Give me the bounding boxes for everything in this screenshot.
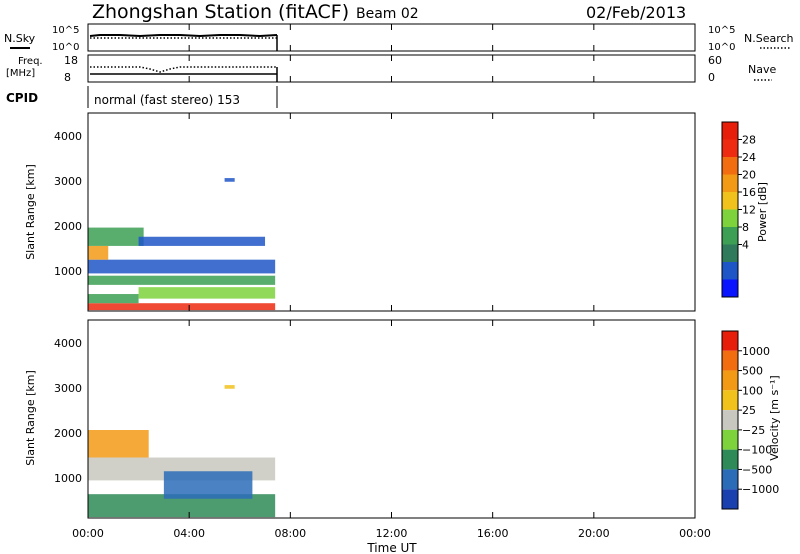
colorbar-tick-label: −1000 — [742, 483, 779, 496]
cpid-text: normal (fast stereo) 153 — [94, 93, 240, 107]
colorbar-segment — [722, 192, 738, 210]
heatmap-cell — [224, 178, 235, 182]
nave-tick-top: 60 — [708, 54, 722, 67]
heatmap-cell — [88, 245, 109, 260]
velocity-ytick-1000: 1000 — [54, 472, 82, 485]
velocity-ytick-4000: 4000 — [54, 337, 82, 350]
colorbar-segment — [722, 370, 738, 391]
power-ytick-4000: 4000 — [54, 130, 82, 143]
colorbar-tick-label: 12 — [742, 204, 756, 217]
power-heatmap — [88, 178, 276, 311]
heatmap-cell — [88, 494, 276, 518]
power-panel: Slant Range [km] 4000 3000 2000 1000 282… — [24, 112, 769, 312]
nsky-panel: N.Sky 10^5 10^0 10^5 10^0 N.Search — [4, 23, 794, 53]
time-axis: 00:00 04:00 08:00 12:00 16:00 20:00 00:00 — [72, 24, 711, 540]
heatmap-cell — [138, 236, 266, 246]
colorbar-segment — [722, 262, 738, 280]
colorbar-tick-label: −500 — [742, 463, 772, 476]
x-tick-label: 08:00 — [274, 527, 306, 540]
x-tick-label: 20:00 — [578, 527, 610, 540]
heatmap-cell — [88, 294, 139, 304]
nsearch-tick-bottom: 10^0 — [708, 42, 735, 53]
colorbar-segment — [722, 469, 738, 490]
nsky-tick-top: 10^5 — [52, 25, 79, 36]
colorbar-segment — [722, 244, 738, 262]
heatmap-cell — [88, 275, 276, 285]
power-ytick-3000: 3000 — [54, 175, 82, 188]
nave-tick-bottom: 0 — [708, 71, 715, 84]
beam-label: Beam 02 — [356, 6, 419, 22]
colorbar-segment — [722, 122, 738, 140]
power-ytick-2000: 2000 — [54, 220, 82, 233]
colorbar-segment — [722, 209, 738, 227]
colorbar-tick-label: 100 — [742, 384, 763, 397]
heatmap-cell — [88, 430, 149, 458]
power-ylabel: Slant Range [km] — [24, 164, 37, 260]
freq-unit-label: [MHz] — [6, 68, 35, 79]
colorbar-segment — [722, 157, 738, 175]
nsky-label: N.Sky — [4, 32, 36, 45]
nsearch-tick-top: 10^5 — [708, 25, 735, 36]
cpid-label: CPID — [6, 91, 38, 105]
colorbar-segment — [722, 279, 738, 297]
colorbar-segment — [722, 489, 738, 509]
colorbar-tick-label: −25 — [742, 424, 765, 437]
heatmap-cell — [88, 259, 276, 274]
x-tick-label: 16:00 — [477, 527, 509, 540]
heatmap-cell — [163, 471, 253, 499]
nave-label: Nave — [748, 63, 776, 76]
colorbar-tick-label: 1000 — [742, 345, 770, 358]
colorbar-tick-label: 16 — [742, 186, 756, 199]
colorbar-tick-label: 24 — [742, 151, 756, 164]
cpid-row: CPID normal (fast stereo) 153 — [6, 86, 278, 108]
velocity-heatmap — [88, 385, 276, 518]
colorbar-frame — [721, 330, 739, 510]
colorbar-segment — [722, 390, 738, 411]
velocity-ytick-2000: 2000 — [54, 427, 82, 440]
nave-trace — [90, 66, 277, 73]
colorbar-segment — [722, 350, 738, 371]
colorbar-segment — [722, 227, 738, 245]
power-cbar-label: Power [dB] — [756, 182, 769, 242]
time-axis-label: Time UT — [366, 541, 417, 554]
colorbar-segment — [722, 174, 738, 192]
colorbar-segment — [722, 449, 738, 470]
freq-tick-bottom: 8 — [64, 71, 71, 84]
colorbar-tick-label: 8 — [742, 221, 749, 234]
colorbar-segment — [722, 429, 738, 450]
velocity-ytick-3000: 3000 — [54, 382, 82, 395]
power-colorbar: 28 24 20 16 12 8 4 — [721, 121, 756, 298]
heatmap-cell — [88, 227, 144, 246]
power-ytick-1000: 1000 — [54, 265, 82, 278]
freq-label: Freq. — [18, 56, 43, 67]
colorbar-tick-label: 20 — [742, 169, 756, 182]
colorbar-segment — [722, 410, 738, 430]
colorbar-tick-label: −100 — [742, 444, 772, 457]
colorbar-tick-label: 4 — [742, 239, 749, 252]
nsky-trace — [89, 34, 278, 38]
x-tick-label: 12:00 — [376, 527, 408, 540]
colorbar-tick-label: 500 — [742, 365, 763, 378]
velocity-cbar-label: Velocity [m s⁻¹] — [768, 375, 781, 460]
freq-tick-top: 18 — [64, 54, 78, 67]
heatmap-cell — [138, 287, 276, 299]
colorbar-tick-label: 25 — [742, 404, 756, 417]
velocity-colorbar: 1000 500 100 25 −25 −100 −500 −1000 — [721, 330, 779, 510]
heatmap-cell — [224, 385, 235, 389]
nsearch-label: N.Search — [744, 32, 794, 45]
colorbar-segment — [722, 331, 738, 351]
x-tick-label: 04:00 — [173, 527, 205, 540]
colorbar-tick-label: 28 — [742, 134, 756, 147]
date-label: 02/Feb/2013 — [586, 3, 686, 22]
colorbar-segment — [722, 139, 738, 157]
heatmap-cell — [88, 303, 276, 311]
velocity-panel: Slant Range [km] 4000 3000 2000 1000 100… — [24, 319, 781, 519]
x-tick-label: 00:00 — [72, 527, 104, 540]
velocity-ylabel: Slant Range [km] — [24, 370, 37, 466]
nsky-tick-bottom: 10^0 — [52, 42, 79, 53]
x-tick-label: 00:00 — [679, 527, 711, 540]
plot-title: Zhongshan Station (fitACF) — [92, 1, 349, 23]
